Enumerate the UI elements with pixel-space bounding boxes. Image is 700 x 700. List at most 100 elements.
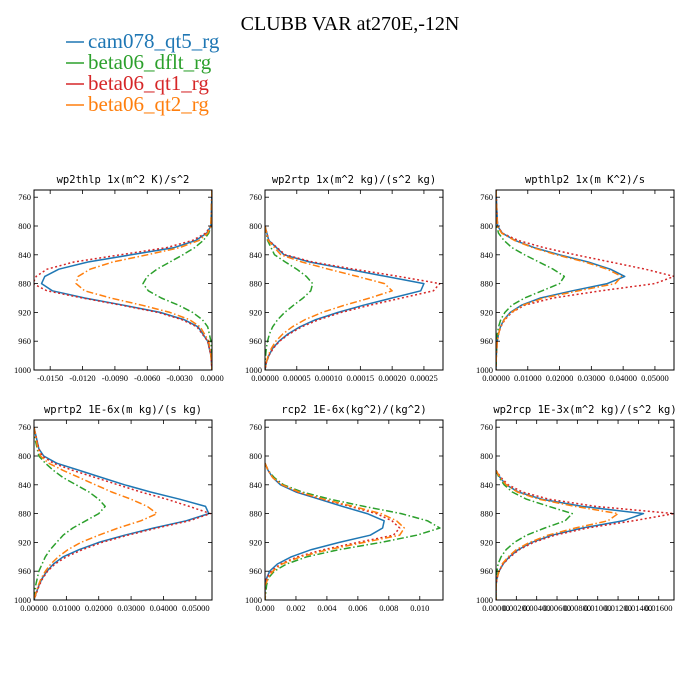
- series-line-1: [265, 225, 425, 370]
- x-tick-label: 0.008: [379, 603, 398, 613]
- x-tick-label: 0.04000: [609, 373, 637, 383]
- x-tick-label: 0.0000: [200, 373, 223, 383]
- y-tick-label: 960: [480, 566, 493, 576]
- x-tick-label: 0.004: [317, 603, 337, 613]
- x-tick-label: 0.03000: [117, 603, 145, 613]
- chart-panel-6: wp2rcp 1E-3x(m^2 kg)/(s^2 kg)760 800 840 88…: [476, 404, 677, 613]
- legend-label-4: beta06_qt2_rg: [88, 92, 209, 116]
- series-line-2: [496, 190, 566, 370]
- y-tick-label: 840: [249, 250, 262, 260]
- series-line-4: [496, 190, 623, 370]
- figure-title: CLUBB VAR at270E,-12N: [241, 13, 460, 35]
- x-tick-label: 0.00000: [20, 603, 48, 613]
- panel-title: wpthlp2 1x(m K^2)/s: [525, 174, 645, 186]
- x-tick-label: 0.00020: [378, 373, 406, 383]
- plot-frame: [264, 419, 444, 601]
- x-tick-label: 0.00400: [523, 603, 551, 613]
- y-tick-label: 800: [480, 221, 493, 231]
- y-tick-label: 920: [480, 537, 493, 547]
- x-tick-label: 0.00600: [543, 603, 571, 613]
- y-tick-label: 880: [249, 279, 262, 289]
- x-tick-label: 0.00000: [482, 603, 510, 613]
- y-tick-label: 800: [18, 451, 31, 461]
- series-line-1: [34, 427, 210, 600]
- y-tick-label: 960: [249, 336, 262, 346]
- y-tick-label: 1000: [14, 365, 31, 375]
- x-tick-label: 0.00800: [564, 603, 592, 613]
- plot-frame: [33, 189, 213, 371]
- chart-panel-3: wpthlp2 1x(m K^2)/s 760 800 840 880 920 960 100…: [476, 174, 675, 383]
- panel-title: rcp2 1E-6x(kg^2)/(kg^2): [281, 404, 426, 416]
- x-tick-label: 0.01000: [584, 603, 612, 613]
- panel-title: wprtp2 1E-6x(m kg)/(s kg): [44, 404, 202, 416]
- y-tick-label: 1000: [476, 595, 493, 605]
- series-line-1: [265, 462, 385, 600]
- y-tick-label: 840: [18, 250, 31, 260]
- series-line-3: [34, 427, 212, 600]
- x-tick-label: 0.010: [410, 603, 429, 613]
- x-tick-label: 0.01000: [514, 373, 542, 383]
- y-tick-label: 880: [18, 509, 31, 519]
- panel-title: wp2rtp 1x(m^2 kg)/(s^2 kg): [272, 174, 436, 186]
- series-line-2: [496, 470, 574, 600]
- y-tick-label: 960: [480, 336, 493, 346]
- x-tick-label: 0.000: [255, 603, 274, 613]
- y-tick-label: 800: [249, 221, 262, 231]
- legend-label-2: beta06_dflt_rg: [88, 50, 212, 74]
- x-tick-label: 0.01600: [645, 603, 673, 613]
- chart-panel-4: wprtp2 1E-6x(m kg)/(s kg) 760 800 840 880 920…: [14, 404, 213, 613]
- y-tick-label: 920: [18, 537, 31, 547]
- y-tick-label: 1000: [14, 595, 31, 605]
- x-tick-label: 0.002: [286, 603, 305, 613]
- x-tick-label: 0.04000: [150, 603, 178, 613]
- x-tick-label: 0.02000: [546, 373, 574, 383]
- x-tick-label: 0.05000: [641, 373, 669, 383]
- x-tick-label: -0.0060: [134, 373, 160, 383]
- chart-panel-5: rcp2 1E-6x(kg^2)/(kg^2) 760 800 840 880 920 96…: [245, 404, 444, 613]
- y-tick-label: 960: [249, 566, 262, 576]
- x-tick-label: -0.0120: [69, 373, 95, 383]
- plot-frame: [33, 419, 213, 601]
- x-tick-label: 0.00000: [482, 373, 510, 383]
- series-line-3: [34, 190, 212, 370]
- y-tick-label: 920: [249, 537, 262, 547]
- legend-label-3: beta06_qt1_rg: [88, 71, 209, 95]
- series-line-2: [34, 427, 106, 600]
- series-line-4: [496, 470, 619, 600]
- y-tick-label: 800: [18, 221, 31, 231]
- x-tick-label: -0.0090: [102, 373, 128, 383]
- x-tick-label: -0.0150: [37, 373, 63, 383]
- x-tick-label: -0.0030: [167, 373, 193, 383]
- y-tick-label: 800: [480, 451, 493, 461]
- x-tick-label: 0.00015: [347, 373, 375, 383]
- y-tick-label: 1000: [245, 595, 262, 605]
- y-tick-label: 800: [249, 451, 262, 461]
- x-tick-label: 0.02000: [85, 603, 113, 613]
- y-tick-label: 840: [480, 480, 493, 490]
- y-tick-label: 920: [480, 307, 493, 317]
- panel-title: wp2thlp 1x(m^2 K)/s^2: [57, 174, 190, 186]
- series-line-1: [40, 190, 212, 370]
- y-tick-label: 1000: [476, 365, 493, 375]
- y-tick-label: 840: [249, 480, 262, 490]
- y-tick-label: 760: [249, 192, 262, 202]
- plot-frame: [495, 189, 675, 371]
- x-tick-label: 0.00200: [503, 603, 531, 613]
- y-tick-label: 1000: [245, 365, 262, 375]
- legend: cam078_qt5_rgbeta06_dflt_rgbeta06_qt1_rg…: [66, 29, 220, 116]
- y-tick-label: 760: [480, 422, 493, 432]
- y-tick-label: 960: [18, 336, 31, 346]
- series-line-4: [265, 462, 406, 600]
- chart-panels: wp2thlp 1x(m^2 K)/s^2 760 800 840 880 920 960 1…: [14, 174, 677, 613]
- x-tick-label: 0.05000: [182, 603, 210, 613]
- series-line-4: [265, 225, 393, 370]
- y-tick-label: 760: [249, 422, 262, 432]
- x-tick-label: 0.01000: [53, 603, 81, 613]
- x-tick-label: 0.01400: [625, 603, 653, 613]
- y-tick-label: 880: [249, 509, 262, 519]
- y-tick-label: 760: [18, 422, 31, 432]
- series-line-4: [34, 427, 158, 600]
- chart-panel-2: wp2rtp 1x(m^2 kg)/(s^2 kg) 760 800 840 880 92…: [245, 174, 444, 383]
- x-tick-label: 0.00005: [283, 373, 311, 383]
